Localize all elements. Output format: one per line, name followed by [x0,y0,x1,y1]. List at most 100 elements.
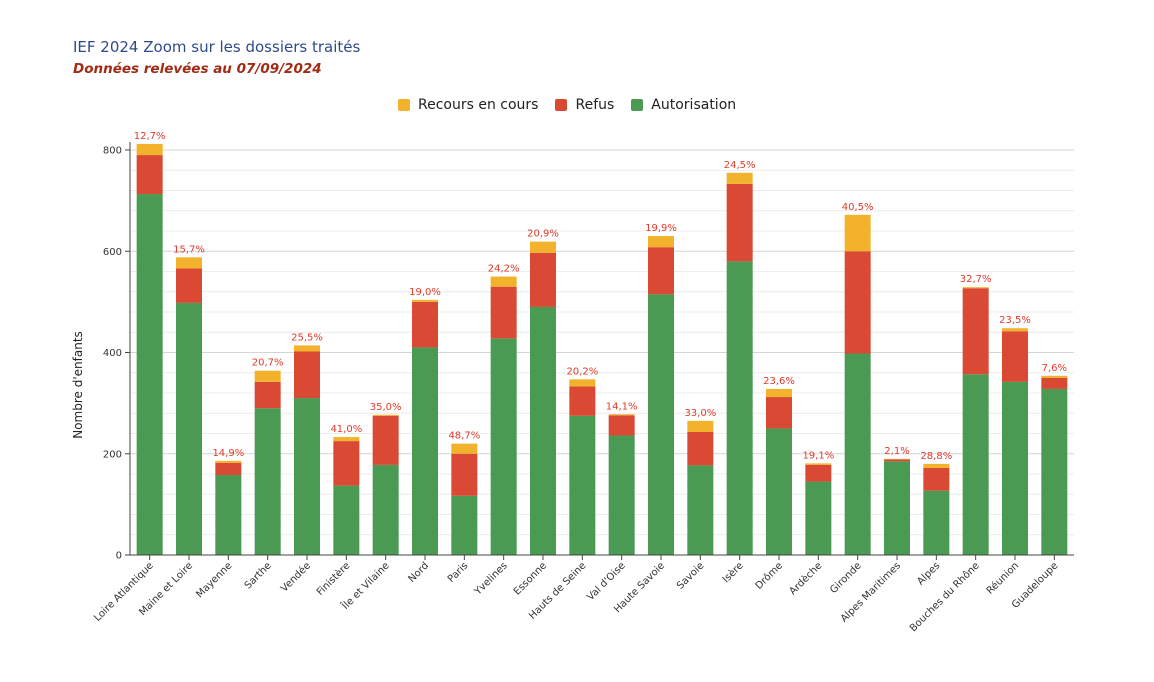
bar-autorisation[interactable] [451,495,478,555]
bar-recours-en-cours[interactable] [1002,328,1028,332]
bar-refus[interactable] [1002,331,1028,382]
bar-recours-en-cours[interactable] [412,299,438,302]
legend-label-autorisation: Autorisation [651,97,737,113]
bar-refus[interactable] [294,351,320,399]
bar-autorisation[interactable] [254,408,281,555]
bar-autorisation[interactable] [294,398,320,555]
bar-recours-en-cours[interactable] [294,345,320,352]
bar-recours-en-cours[interactable] [215,460,242,463]
bar-refus[interactable] [176,268,202,303]
bar-recours-en-cours[interactable] [333,437,360,442]
legend-swatch-refus [555,99,568,111]
bar-recours-en-cours[interactable] [962,287,989,289]
bar-recours-en-cours[interactable] [451,443,478,454]
percent-label: 25,5% [291,332,323,343]
bar-refus[interactable] [687,431,714,466]
bar-recours-en-cours[interactable] [687,420,714,432]
bar-autorisation[interactable] [766,428,792,555]
bar-autorisation[interactable] [136,194,163,555]
bar-refus[interactable] [766,397,792,429]
bar-refus[interactable] [490,286,517,339]
percent-label: 19,0% [409,287,441,298]
percent-label: 20,9% [527,229,559,240]
percent-label: 7,6% [1042,363,1067,374]
bar-refus[interactable] [254,381,281,409]
bar-autorisation[interactable] [412,347,438,555]
bar-autorisation[interactable] [648,294,674,555]
bar-recours-en-cours[interactable] [176,257,202,269]
bar-refus[interactable] [648,247,674,295]
bar-refus[interactable] [962,288,989,375]
y-tick-label: 800 [103,146,122,157]
bar-refus[interactable] [923,467,950,491]
percent-label: 14,9% [212,448,244,459]
bar-autorisation[interactable] [884,461,910,555]
x-tick-label: Vendée [278,560,313,595]
x-tick-label: Finistère [314,560,352,598]
bar-autorisation[interactable] [215,475,242,555]
bar-autorisation[interactable] [490,338,517,555]
percent-label: 24,5% [724,160,756,171]
bar-recours-en-cours[interactable] [805,463,832,465]
bar-recours-en-cours[interactable] [726,172,753,184]
bar-autorisation[interactable] [726,261,753,555]
bar-autorisation[interactable] [608,435,635,555]
chart-legend: Recours en cours Refus Autorisation [398,97,753,113]
bar-recours-en-cours[interactable] [608,414,635,416]
percent-label: 12,7% [134,131,166,142]
bar-refus[interactable] [608,415,635,436]
bar-refus[interactable] [136,155,163,195]
bar-autorisation[interactable] [569,415,596,555]
y-tick-label: 0 [116,551,122,562]
legend-item-recours[interactable]: Recours en cours [398,97,538,113]
bar-autorisation[interactable] [805,481,832,555]
percent-label: 14,1% [606,401,638,412]
chart-title: IEF 2024 Zoom sur les dossiers traités [73,38,361,56]
bar-recours-en-cours[interactable] [569,379,596,387]
bar-refus[interactable] [215,462,242,476]
bar-recours-en-cours[interactable] [490,276,517,287]
x-tick-label: Val d'Oise [585,560,628,603]
bar-autorisation[interactable] [687,465,714,555]
bar-refus[interactable] [805,464,832,482]
bar-autorisation[interactable] [176,302,202,555]
bar-recours-en-cours[interactable] [766,388,792,398]
bar-autorisation[interactable] [1041,388,1068,555]
bar-refus[interactable] [844,251,871,354]
bar-recours-en-cours[interactable] [648,236,674,248]
bar-refus[interactable] [726,183,753,262]
bar-recours-en-cours[interactable] [1041,375,1068,378]
percent-label: 20,2% [566,366,598,377]
bar-refus[interactable] [412,301,438,348]
bar-recours-en-cours[interactable] [136,143,163,156]
bar-refus[interactable] [569,386,596,416]
bar-recours-en-cours[interactable] [844,214,871,252]
bar-refus[interactable] [884,459,910,462]
bar-recours-en-cours[interactable] [884,458,910,460]
bar-autorisation[interactable] [1002,381,1028,555]
percent-label: 40,5% [842,202,874,213]
bar-recours-en-cours[interactable] [530,241,556,253]
bar-refus[interactable] [451,453,478,496]
bar-recours-en-cours[interactable] [923,463,950,468]
bar-refus[interactable] [372,415,399,465]
percent-label: 23,6% [763,376,795,387]
x-tick-label: Réunion [984,560,1021,597]
bar-autorisation[interactable] [530,306,556,555]
x-tick-label: Alpes [915,560,942,587]
bar-recours-en-cours[interactable] [254,370,281,382]
legend-item-refus[interactable]: Refus [555,97,614,113]
y-axis-label: Nombre d'enfants [71,331,85,439]
bar-refus[interactable] [1041,377,1068,389]
bar-autorisation[interactable] [372,464,399,555]
bar-autorisation[interactable] [844,353,871,555]
bar-recours-en-cours[interactable] [372,414,399,416]
bar-refus[interactable] [530,252,556,307]
x-tick-label: Nord [406,560,431,585]
percent-label: 41,0% [330,424,362,435]
bar-refus[interactable] [333,441,360,486]
bar-autorisation[interactable] [333,485,360,555]
legend-item-autorisation[interactable]: Autorisation [631,97,736,113]
bar-autorisation[interactable] [923,490,950,555]
bar-autorisation[interactable] [962,374,989,555]
